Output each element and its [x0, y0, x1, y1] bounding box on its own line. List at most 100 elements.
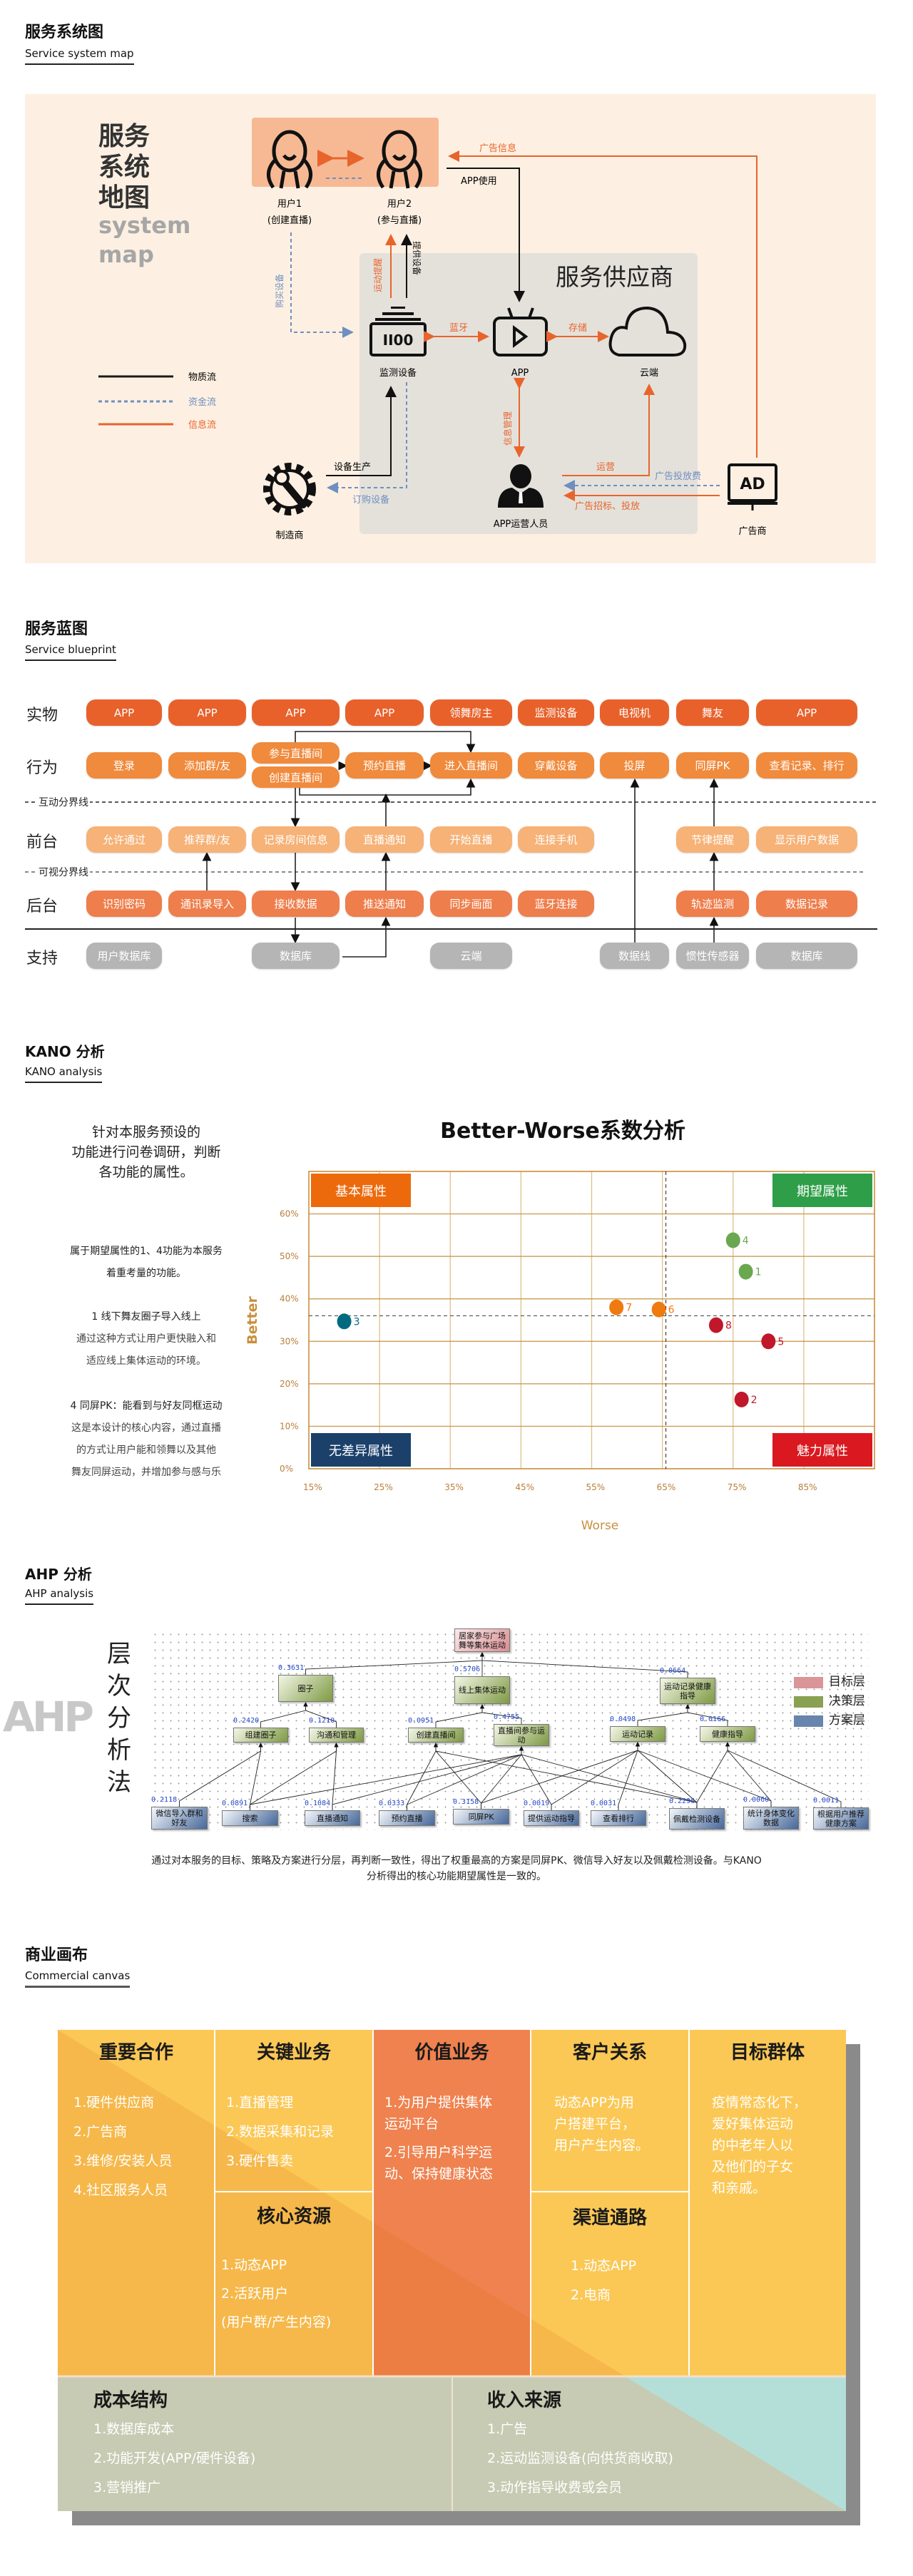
data-point-label: 3	[354, 1316, 360, 1328]
ahp-edge	[479, 1704, 522, 1724]
data-point-label: 2	[751, 1395, 758, 1406]
ahp-node-weight: 0.0891	[222, 1800, 248, 1807]
ahp-edge	[725, 1742, 842, 1807]
kano-item-line: 的方式让用户能和领舞以及其他	[76, 1444, 216, 1456]
data-point-4	[725, 1232, 740, 1248]
blueprint-cell: 蓝牙连接	[518, 891, 594, 917]
canvas-channels-item: 2.电商	[571, 2287, 611, 2303]
reminder-label: 运动提醒	[372, 258, 383, 292]
info-mgmt-label: 信息管理	[502, 411, 513, 446]
legend-label: 决策层	[829, 1694, 865, 1708]
ad-badge: AD	[740, 476, 765, 493]
plot-border	[308, 1171, 875, 1469]
ahp-conclusion-line: 通过对本服务的目标、策略及方案进行分层，再判断一致性，得出了权重最高的方案是同屏…	[151, 1855, 762, 1867]
ahp-edge	[435, 1704, 485, 1728]
ahp-edge	[637, 1704, 690, 1726]
ahp-node-a5: 同屏PK	[453, 1809, 509, 1825]
user1-role: (创建直播)	[267, 215, 312, 226]
canvas-costs-item: 1.数据库成本	[93, 2421, 175, 2437]
data-point-2	[734, 1391, 749, 1407]
blueprint-cell: 领舞房主	[430, 699, 512, 726]
supplier-title: 服务供应商	[556, 263, 673, 291]
ahp-node-weight: 0.2118	[151, 1796, 178, 1804]
canvas-value-item: 运动平台	[384, 2116, 439, 2132]
service-map-subtitle: Service system map	[25, 47, 134, 65]
canvas-relations-item: 户搭建平台，	[554, 2116, 636, 2132]
data-point-label: 5	[777, 1336, 784, 1348]
ahp-node-a4: 预约直播	[379, 1810, 435, 1826]
canvas-title: 商业画布	[25, 1946, 88, 1964]
canvas-revenue-item: 1.广告	[487, 2421, 528, 2437]
blueprint-cell: 开始直播	[430, 826, 512, 853]
data-point-label: 1	[755, 1267, 762, 1278]
device-label: 监测设备	[379, 367, 417, 379]
canvas-activities-header: 关键业务	[256, 2042, 331, 2063]
blueprint-cell: 记录房间信息	[252, 826, 340, 853]
ahp-node-weight: 0.1084	[305, 1800, 331, 1807]
y-tick-label: 10%	[280, 1421, 299, 1431]
canvas-activities-item: 2.数据采集和记录	[226, 2124, 335, 2140]
ahp-node-weight: 0.2420	[233, 1717, 260, 1725]
kano-title: KANO 分析	[25, 1043, 105, 1060]
advertiser-ad-icon: AD	[728, 463, 777, 510]
ahp-node-weight: 0.0333	[379, 1800, 405, 1807]
ahp-node-a2: 搜索	[222, 1810, 278, 1826]
y-tick-label: 40%	[280, 1294, 299, 1304]
blueprint-cell: 节律提醒	[676, 826, 749, 853]
quadrant-label: 期望属性	[797, 1184, 848, 1199]
side-title-char: 法	[107, 1768, 131, 1797]
kano-intro-line: 功能进行问卷调研，判断	[71, 1144, 221, 1160]
ahp-edge	[332, 1743, 339, 1810]
canvas-activities-item: 1.直播管理	[226, 2095, 294, 2110]
ahp-node-a10: 根据用户推荐健康方案	[813, 1807, 869, 1830]
ahp-edge	[250, 1743, 263, 1810]
y-axis-label: Better	[245, 1295, 260, 1344]
blueprint-cell: 数据库	[252, 943, 340, 969]
user-icon	[267, 130, 312, 189]
blueprint-row-label: 实物	[26, 707, 58, 724]
blueprint-arrow	[295, 731, 476, 754]
legend-money-label: 资金流	[188, 396, 216, 408]
ahp-node-s3: 创建直播间	[408, 1728, 464, 1743]
kano-note-line: 着重考量的功能。	[106, 1268, 186, 1279]
canvas-segments-item: 及他们的子女	[712, 2159, 794, 2175]
kano-note: 属于期望属性的1、4功能为本服务 着重考量的功能。	[29, 1241, 264, 1285]
cloud-icon	[608, 306, 687, 356]
y-tick-label: 60%	[280, 1209, 299, 1219]
data-point-7	[609, 1299, 624, 1315]
ahp-node-goal: 居家参与广场舞等集体运动	[454, 1628, 510, 1652]
user1-name: 用户1	[277, 198, 302, 210]
canvas-partners-item: 4.社区服务人员	[73, 2182, 168, 2198]
service-map-title: 服务系统图	[25, 24, 104, 41]
data-point-3	[337, 1313, 352, 1330]
data-point-label: 7	[626, 1303, 632, 1314]
canvas-partners-item: 1.硬件供应商	[73, 2095, 155, 2110]
ahp-edge	[407, 1743, 439, 1810]
blueprint-cell: 同步画面	[430, 891, 512, 917]
buy-device-label: 购买设备	[274, 274, 285, 308]
ahp-node-c2: 线上集体运动	[454, 1676, 510, 1704]
ad-bid-label: 广告招标、投放	[575, 501, 640, 512]
side-title-char: 层	[107, 1640, 131, 1668]
ahp-node-s2: 沟通和管理	[309, 1728, 364, 1743]
ahp-node-a1: 微信导入群和好友	[151, 1807, 208, 1830]
app-label: APP	[511, 368, 529, 379]
blueprint-cell: 惯性传感器	[676, 943, 749, 969]
canvas-costs-header: 成本结构	[93, 2390, 168, 2411]
canvas-channels-item: 1.动态APP	[571, 2258, 637, 2274]
quadrant-label: 魅力属性	[797, 1444, 848, 1459]
ahp-node-s6: 健康指导	[700, 1726, 755, 1742]
blueprint-cell: APP	[168, 699, 246, 726]
big-subtitle-line-1: system	[98, 212, 190, 239]
blueprint-cell: 接收数据	[252, 891, 340, 917]
blueprint-cell: 直播通知	[345, 826, 424, 853]
buy-device-flow	[290, 232, 354, 338]
canvas-value-header: 价值业务	[414, 2042, 489, 2063]
data-point-1	[738, 1263, 753, 1280]
blueprint-cell: 监测设备	[518, 699, 594, 726]
blueprint-cell: 连接手机	[518, 826, 594, 853]
ahp-edges	[179, 1652, 842, 1810]
blueprint-row-label: 行为	[26, 759, 58, 777]
ahp-node-s5: 运动记录	[610, 1726, 665, 1742]
canvas-resources-item: 2.活跃用户	[221, 2286, 289, 2302]
